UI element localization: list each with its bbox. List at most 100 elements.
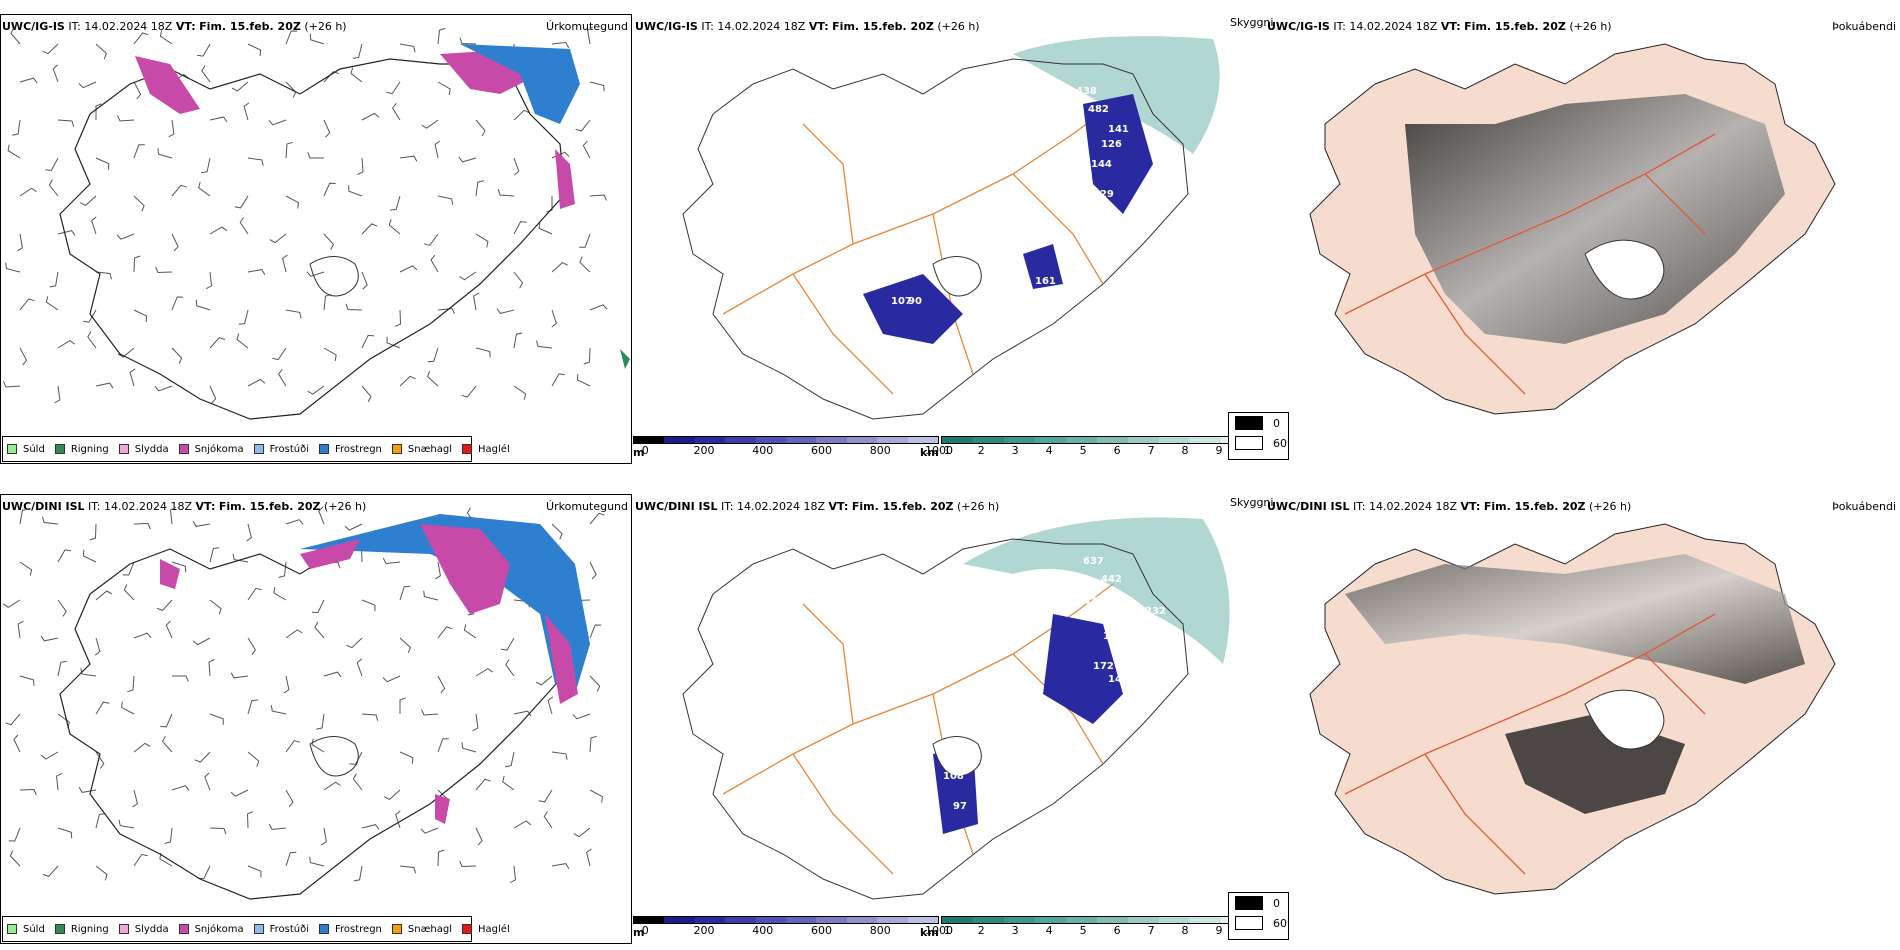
legend-swatch	[1235, 416, 1263, 430]
colorbar-swatch	[694, 437, 726, 443]
colorbar-swatch	[973, 437, 1004, 443]
colorbar-swatch	[1066, 437, 1097, 443]
colorbar-swatch	[1004, 437, 1035, 443]
colorbar-tick-label: 7	[1147, 444, 1155, 457]
colorbar-swatch	[877, 917, 908, 923]
vt-label: VT:	[808, 20, 829, 33]
wind-barb	[311, 599, 325, 614]
wind-barb	[234, 195, 249, 209]
wind-barb	[318, 506, 325, 525]
wind-barb	[192, 637, 211, 646]
wind-barb	[307, 152, 324, 159]
wind-barb	[204, 772, 211, 791]
legend-item: Frostúði	[253, 444, 309, 455]
wind-barb	[361, 824, 380, 830]
colorbar-swatch	[907, 437, 939, 443]
colorbar-tick-label: 200	[693, 924, 715, 937]
wind-barb	[159, 853, 173, 867]
wind-barb	[513, 332, 523, 349]
colorbar-swatch	[694, 917, 726, 923]
colorbar-ticks: 12345678910	[941, 444, 1260, 458]
wind-barb	[437, 849, 445, 867]
colorbar-swatch	[1128, 917, 1159, 923]
wind-barb	[497, 189, 515, 197]
precip-snow-area	[420, 524, 510, 614]
colorbar-swatch	[973, 917, 1004, 923]
legend-swatch	[319, 444, 329, 454]
colorbar-tick-label: 9	[1215, 924, 1223, 937]
wind-barb	[171, 785, 190, 791]
wind-barb	[285, 519, 304, 525]
wind-barb	[78, 787, 97, 793]
wind-barb	[55, 772, 63, 791]
colorbar-swatch	[1190, 917, 1221, 923]
wind-barb	[513, 385, 527, 400]
panel-visibility-bottom: UWC/DINI ISL IT: 14.02.2024 18Z VT: Fim.…	[633, 494, 1273, 944]
wind-barb	[309, 856, 325, 867]
wind-barb	[13, 734, 21, 753]
vis-value: 202	[1148, 661, 1169, 672]
wind-barb	[19, 675, 35, 686]
vt-label: VT:	[195, 500, 216, 513]
wind-barb	[208, 659, 215, 677]
vis-value: 162	[1148, 626, 1169, 637]
wind-barb	[83, 309, 97, 323]
wind-barb	[40, 751, 59, 760]
vis-value: 153	[1115, 621, 1136, 632]
product-title: Þokuábendi	[1832, 500, 1896, 513]
wind-barb	[475, 347, 491, 358]
wind-barb	[399, 697, 406, 714]
wind-barb	[475, 827, 483, 846]
legend-item: Súld	[7, 924, 45, 935]
wind-barb	[309, 33, 325, 45]
wind-barb	[192, 521, 211, 527]
legend-swatch	[253, 924, 264, 934]
legend-swatch	[118, 924, 129, 934]
legend-swatch	[1235, 896, 1263, 910]
wind-barb	[501, 637, 515, 651]
panel-fog-top: UWC/IG-IS IT: 14.02.2024 18Z VT: Fim. 15…	[1228, 14, 1900, 464]
wind-barb	[246, 811, 254, 829]
wind-barb	[133, 32, 149, 45]
colorbar-tick-label: 800	[869, 924, 891, 937]
wind-barb	[437, 28, 446, 45]
vis-value: 172	[1093, 661, 1114, 672]
legend-swatch	[7, 444, 17, 454]
colorbar-swatch	[1190, 437, 1221, 443]
wind-barb	[586, 848, 592, 867]
wind-barb	[95, 271, 112, 280]
wind-barb	[277, 369, 287, 387]
colorbar-ticks: 12345678910	[941, 924, 1260, 938]
lead-time: (+26 h)	[937, 20, 980, 33]
vt-label: VT:	[1440, 20, 1461, 33]
vis-value-labels: 637 442 479 164 232 162 153 136 172 143 …	[943, 556, 1169, 812]
wind-barb	[205, 271, 213, 290]
colorbar-tick-label: 4	[1045, 444, 1053, 457]
wind-barb	[314, 621, 325, 639]
wind-barb	[437, 738, 449, 753]
wind-barb	[2, 599, 21, 609]
wind-barb	[247, 269, 266, 275]
wind-barb	[159, 30, 173, 45]
wind-barb	[133, 853, 148, 867]
wind-barb	[307, 385, 325, 395]
colorbar-swatch	[634, 917, 665, 923]
wind-barb	[536, 340, 553, 349]
wind-barb	[361, 223, 378, 235]
wind-barb	[538, 222, 553, 235]
legend-swatch	[253, 444, 264, 454]
wind-barb	[160, 713, 173, 728]
vis-value: 107	[891, 296, 912, 307]
wind-barb	[117, 115, 135, 122]
wind-barb	[270, 705, 287, 715]
wind-barb	[17, 233, 23, 252]
vis-value: 479	[1078, 596, 1099, 607]
wind-barb	[350, 67, 363, 83]
wind-barb	[272, 347, 287, 361]
wind-barb	[589, 194, 607, 201]
wind-barb	[209, 599, 222, 615]
wind-barb	[589, 735, 597, 753]
wind-barb	[133, 742, 151, 753]
colorbar-swatch	[786, 437, 817, 443]
wind-barb	[346, 637, 363, 649]
